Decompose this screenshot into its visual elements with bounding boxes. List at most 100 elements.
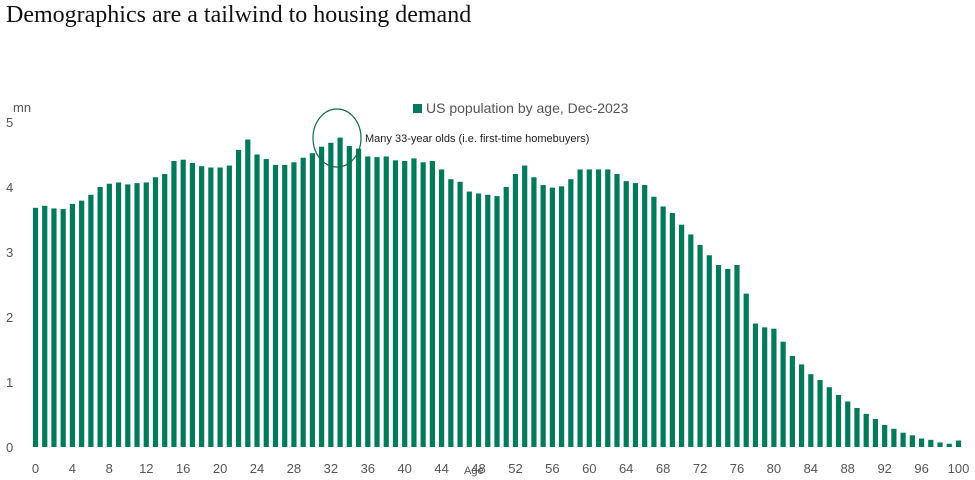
bar-age-28 xyxy=(291,162,297,448)
bars-group xyxy=(32,137,962,448)
bar-age-27 xyxy=(282,164,288,447)
bar-age-33 xyxy=(337,137,343,447)
x-tick-label: 44 xyxy=(434,461,448,476)
annotation-circle xyxy=(312,108,362,168)
bar-age-61 xyxy=(595,169,602,447)
y-axis-label: mn xyxy=(13,100,31,115)
x-tick-label: 16 xyxy=(176,461,190,476)
annotation-label: Many 33-year olds (i.e. first-time homeb… xyxy=(365,133,589,145)
bar-age-49 xyxy=(485,194,491,447)
x-tick-label: 36 xyxy=(361,461,375,476)
x-tick-label: 24 xyxy=(250,461,264,476)
bar-age-91 xyxy=(872,419,879,447)
bar-age-86 xyxy=(826,387,832,447)
x-tick-label: 68 xyxy=(656,461,670,476)
x-axis: 0 4 8 12 16 20 24 28 32 36 40 44 48 52 56 60 64 68 72 76 80 8… xyxy=(32,461,969,476)
x-tick-label: 72 xyxy=(693,461,707,476)
y-tick-label: 0 xyxy=(6,440,13,455)
bar-age-59 xyxy=(577,169,583,447)
bar-age-11 xyxy=(134,183,140,447)
bar-age-54 xyxy=(531,177,537,447)
bar-age-79 xyxy=(762,327,768,447)
bar-age-69 xyxy=(669,213,675,447)
bar-age-89 xyxy=(854,408,860,447)
bar-age-75 xyxy=(725,268,731,447)
bar-age-83 xyxy=(798,364,805,447)
bar-age-52 xyxy=(512,174,519,447)
bar-age-43 xyxy=(429,161,435,447)
bar-age-85 xyxy=(817,380,823,447)
bar-age-13 xyxy=(152,177,159,447)
bar-age-57 xyxy=(559,186,565,447)
bar-age-100 xyxy=(955,440,962,447)
bar-age-18 xyxy=(199,166,205,447)
bar-age-40 xyxy=(402,161,408,447)
x-tick-label: 48 xyxy=(471,461,485,476)
bar-age-99 xyxy=(946,443,952,447)
x-tick-label: 64 xyxy=(619,461,633,476)
x-tick-label: 4 xyxy=(69,461,76,476)
bar-age-76 xyxy=(734,265,740,447)
y-tick-label: 4 xyxy=(6,180,13,195)
x-tick-label: 76 xyxy=(730,461,744,476)
x-tick-label: 100 xyxy=(948,461,970,476)
x-tick-label: 28 xyxy=(287,461,301,476)
bar-age-74 xyxy=(715,265,722,447)
bar-age-41 xyxy=(411,158,417,447)
bar-age-36 xyxy=(365,156,371,447)
bar-age-90 xyxy=(863,413,869,447)
bar-age-38 xyxy=(383,156,389,447)
bar-age-37 xyxy=(374,157,380,447)
bar-age-94 xyxy=(900,432,906,447)
bar-age-32 xyxy=(328,142,334,448)
bar-age-72 xyxy=(697,244,703,447)
x-tick-label: 92 xyxy=(877,461,891,476)
bar-age-39 xyxy=(392,160,399,447)
bar-age-8 xyxy=(106,183,112,447)
bar-age-68 xyxy=(660,206,666,447)
bar-age-12 xyxy=(143,182,149,447)
bar-age-51 xyxy=(503,187,509,447)
bar-age-5 xyxy=(79,200,85,447)
bar-age-77 xyxy=(743,293,749,447)
bar-age-58 xyxy=(568,179,574,447)
bar-age-64 xyxy=(623,181,629,447)
bar-age-44 xyxy=(439,169,445,447)
bar-age-6 xyxy=(88,194,94,447)
bar-age-73 xyxy=(706,255,712,447)
x-tick-label: 56 xyxy=(545,461,559,476)
legend-swatch xyxy=(413,104,422,113)
bar-age-67 xyxy=(651,196,657,447)
bar-age-81 xyxy=(780,341,786,447)
bar-age-95 xyxy=(909,435,915,447)
x-tick-label: 80 xyxy=(767,461,781,476)
bar-age-82 xyxy=(789,356,795,447)
bar-age-22 xyxy=(235,149,242,447)
bar-age-26 xyxy=(272,164,279,447)
bar-age-84 xyxy=(808,374,814,447)
x-tick-label: 84 xyxy=(804,461,818,476)
bar-age-78 xyxy=(752,323,759,447)
legend-label: US population by age, Dec-2023 xyxy=(426,100,629,116)
bar-age-3 xyxy=(60,209,66,447)
bar-age-71 xyxy=(688,234,694,447)
bar-age-80 xyxy=(771,328,777,447)
bar-age-1 xyxy=(42,205,48,447)
bar-age-2 xyxy=(51,208,57,447)
x-axis-label: Age xyxy=(464,465,484,477)
y-tick-label: 5 xyxy=(6,115,13,130)
bar-age-14 xyxy=(162,174,168,447)
bar-age-45 xyxy=(448,179,454,447)
x-tick-label: 0 xyxy=(32,461,39,476)
bar-age-30 xyxy=(309,153,315,447)
bar-age-15 xyxy=(171,161,177,447)
bar-age-88 xyxy=(845,401,851,447)
bar-age-96 xyxy=(918,438,925,447)
bar-age-23 xyxy=(245,139,251,448)
bar-age-53 xyxy=(522,165,528,448)
bar-age-17 xyxy=(189,162,196,447)
x-tick-label: 88 xyxy=(840,461,854,476)
y-tick-label: 3 xyxy=(6,245,13,260)
bar-age-62 xyxy=(605,169,611,447)
